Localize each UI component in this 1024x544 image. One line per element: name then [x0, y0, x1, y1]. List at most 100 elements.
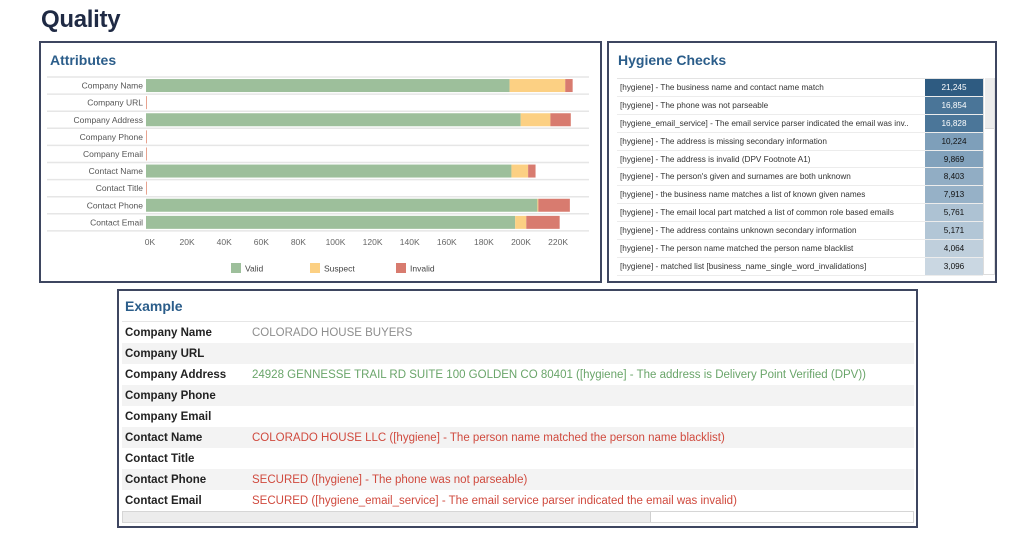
- bar-valid[interactable]: [146, 215, 516, 229]
- bar-suspect[interactable]: [511, 164, 529, 178]
- hygiene-check-row[interactable]: [hygiene] - The address is missing secon…: [617, 132, 983, 151]
- legend-label-valid: Valid: [245, 264, 264, 274]
- category-label: Company Email: [83, 149, 143, 159]
- example-field-name: Company Phone: [125, 389, 216, 402]
- x-tick-label: 80K: [291, 237, 306, 247]
- bar-invalid[interactable]: [528, 164, 536, 178]
- example-scrollbar-thumb[interactable]: [123, 512, 651, 522]
- example-row: Company Phone: [122, 385, 914, 406]
- bar-valid[interactable]: [146, 113, 521, 127]
- example-field-name: Company Address: [125, 368, 227, 381]
- x-tick-label: 100K: [326, 237, 346, 247]
- hygiene-check-label: [hygiene] - The email local part matched…: [620, 208, 894, 218]
- legend-swatch-suspect: [310, 263, 320, 273]
- attributes-title: Attributes: [50, 52, 117, 68]
- bar-valid[interactable]: [146, 79, 510, 93]
- bar-invalid[interactable]: [565, 79, 573, 93]
- x-tick-label: 220K: [548, 237, 568, 247]
- example-row: Contact Phone SECURED ([hygiene] - The ph…: [122, 469, 914, 490]
- example-row: Company URL: [122, 343, 914, 364]
- category-label: Contact Email: [90, 217, 143, 227]
- x-tick-label: 120K: [363, 237, 383, 247]
- example-row: Contact Email SECURED ([hygiene_email_ser…: [122, 490, 914, 511]
- example-row: Contact Title: [122, 448, 914, 469]
- x-tick-label: 180K: [474, 237, 494, 247]
- hygiene-check-label: [hygiene] - The address is missing secon…: [620, 136, 827, 146]
- example-row: Company Email: [122, 406, 914, 427]
- hygiene-check-count: 16,854: [925, 96, 983, 114]
- hygiene-check-count: 4,064: [925, 240, 983, 257]
- hygiene-check-row[interactable]: [hygiene] - The person name matched the …: [617, 240, 983, 258]
- hygiene-check-row[interactable]: [hygiene] - matched list [business_name_…: [617, 257, 983, 276]
- bar-suspect[interactable]: [509, 79, 566, 93]
- example-row: Contact Name COLORADO HOUSE LLC ([hygiene…: [122, 427, 914, 448]
- category-label: Contact Phone: [87, 200, 144, 210]
- example-horizontal-scrollbar[interactable]: [122, 511, 914, 523]
- hygiene-check-label: [hygiene] - The address contains unknown…: [620, 226, 857, 236]
- hygiene-check-row[interactable]: [hygiene] - The email local part matched…: [617, 204, 983, 223]
- x-tick-label: 60K: [254, 237, 269, 247]
- hygiene-vertical-scrollbar[interactable]: [983, 78, 995, 275]
- bar-suspect[interactable]: [520, 113, 551, 127]
- hygiene-check-row[interactable]: [hygiene] - The address is invalid (DPV …: [617, 150, 983, 169]
- category-label: Company Address: [74, 115, 143, 125]
- category-label: Company Name: [82, 81, 144, 91]
- example-field-name: Contact Email: [125, 494, 202, 507]
- x-tick-label: 40K: [217, 237, 232, 247]
- example-field-value: SECURED ([hygiene] - The phone was not p…: [252, 473, 528, 486]
- hygiene-check-label: [hygiene] - The person name matched the …: [620, 243, 854, 253]
- hygiene-scrollbar-thumb[interactable]: [985, 78, 994, 129]
- hygiene-check-count: 10,224: [925, 132, 983, 150]
- hygiene-check-row[interactable]: [hygiene] - The address contains unknown…: [617, 222, 983, 241]
- category-label: Company URL: [87, 98, 143, 108]
- bar-suspect[interactable]: [537, 198, 539, 212]
- hygiene-check-count: 21,245: [925, 79, 983, 96]
- hygiene-check-label: [hygiene_email_service] - The email serv…: [620, 118, 909, 128]
- attributes-chart: Company Name Company URL Company Address Co…: [47, 76, 589, 274]
- hygiene-check-count: 9,869: [925, 150, 983, 168]
- bar-suspect[interactable]: [515, 215, 527, 229]
- hygiene-check-label: [hygiene] - The business name and contac…: [620, 82, 824, 92]
- hygiene-check-row[interactable]: [hygiene] - the business name matches a …: [617, 186, 983, 205]
- bar-valid[interactable]: [146, 198, 538, 212]
- example-field-name: Contact Name: [125, 431, 203, 444]
- hygiene-checks-title: Hygiene Checks: [618, 52, 727, 68]
- hygiene-check-label: [hygiene] - matched list [business_name_…: [620, 261, 867, 271]
- legend-label-suspect: Suspect: [324, 264, 355, 274]
- attributes-panel: Attributes Company Name Company URL Compan…: [39, 41, 602, 283]
- hygiene-check-label: [hygiene] - the business name matches a …: [620, 190, 866, 200]
- hygiene-check-row[interactable]: [hygiene] - The phone was not parseable 1…: [617, 96, 983, 115]
- hygiene-checks-panel: Hygiene Checks [hygiene] - The business …: [607, 41, 997, 283]
- legend-swatch-invalid: [396, 263, 406, 273]
- example-row: Company Name COLORADO HOUSE BUYERS: [122, 322, 914, 343]
- example-field-value: 24928 GENNESSE TRAIL RD SUITE 100 GOLDEN…: [252, 368, 867, 381]
- hygiene-check-row[interactable]: [hygiene] - The person's given and surna…: [617, 168, 983, 187]
- category-label: Contact Name: [89, 166, 144, 176]
- example-field-name: Contact Phone: [125, 473, 207, 486]
- example-field-name: Company Email: [125, 410, 212, 423]
- bar-valid[interactable]: [146, 164, 512, 178]
- hygiene-check-count: 8,403: [925, 168, 983, 186]
- hygiene-check-count: 3,096: [925, 257, 983, 275]
- bar-invalid[interactable]: [550, 113, 571, 127]
- bar-invalid[interactable]: [526, 215, 560, 229]
- hygiene-check-label: [hygiene] - The phone was not parseable: [620, 100, 769, 110]
- hygiene-check-count: 5,171: [925, 222, 983, 240]
- hygiene-check-count: 7,913: [925, 186, 983, 204]
- category-label: Contact Title: [96, 183, 144, 193]
- example-field-value: SECURED ([hygiene_email_service] - The e…: [252, 494, 737, 507]
- example-title: Example: [125, 298, 183, 314]
- x-tick-label: 20K: [180, 237, 195, 247]
- x-tick-label: 160K: [437, 237, 457, 247]
- page-title: Quality: [41, 6, 121, 33]
- hygiene-checks-table: [hygiene] - The business name and contac…: [617, 78, 983, 276]
- hygiene-check-count: 5,761: [925, 204, 983, 222]
- hygiene-check-row[interactable]: [hygiene] - The business name and contac…: [617, 79, 983, 97]
- hygiene-check-row[interactable]: [hygiene_email_service] - The email serv…: [617, 114, 983, 133]
- bar-invalid[interactable]: [538, 198, 570, 212]
- example-field-value: COLORADO HOUSE BUYERS: [252, 326, 413, 339]
- example-field-name: Company Name: [125, 326, 212, 339]
- example-field-name: Company URL: [125, 347, 205, 360]
- hygiene-check-count: 16,828: [925, 114, 983, 132]
- hygiene-check-label: [hygiene] - The address is invalid (DPV …: [620, 154, 811, 164]
